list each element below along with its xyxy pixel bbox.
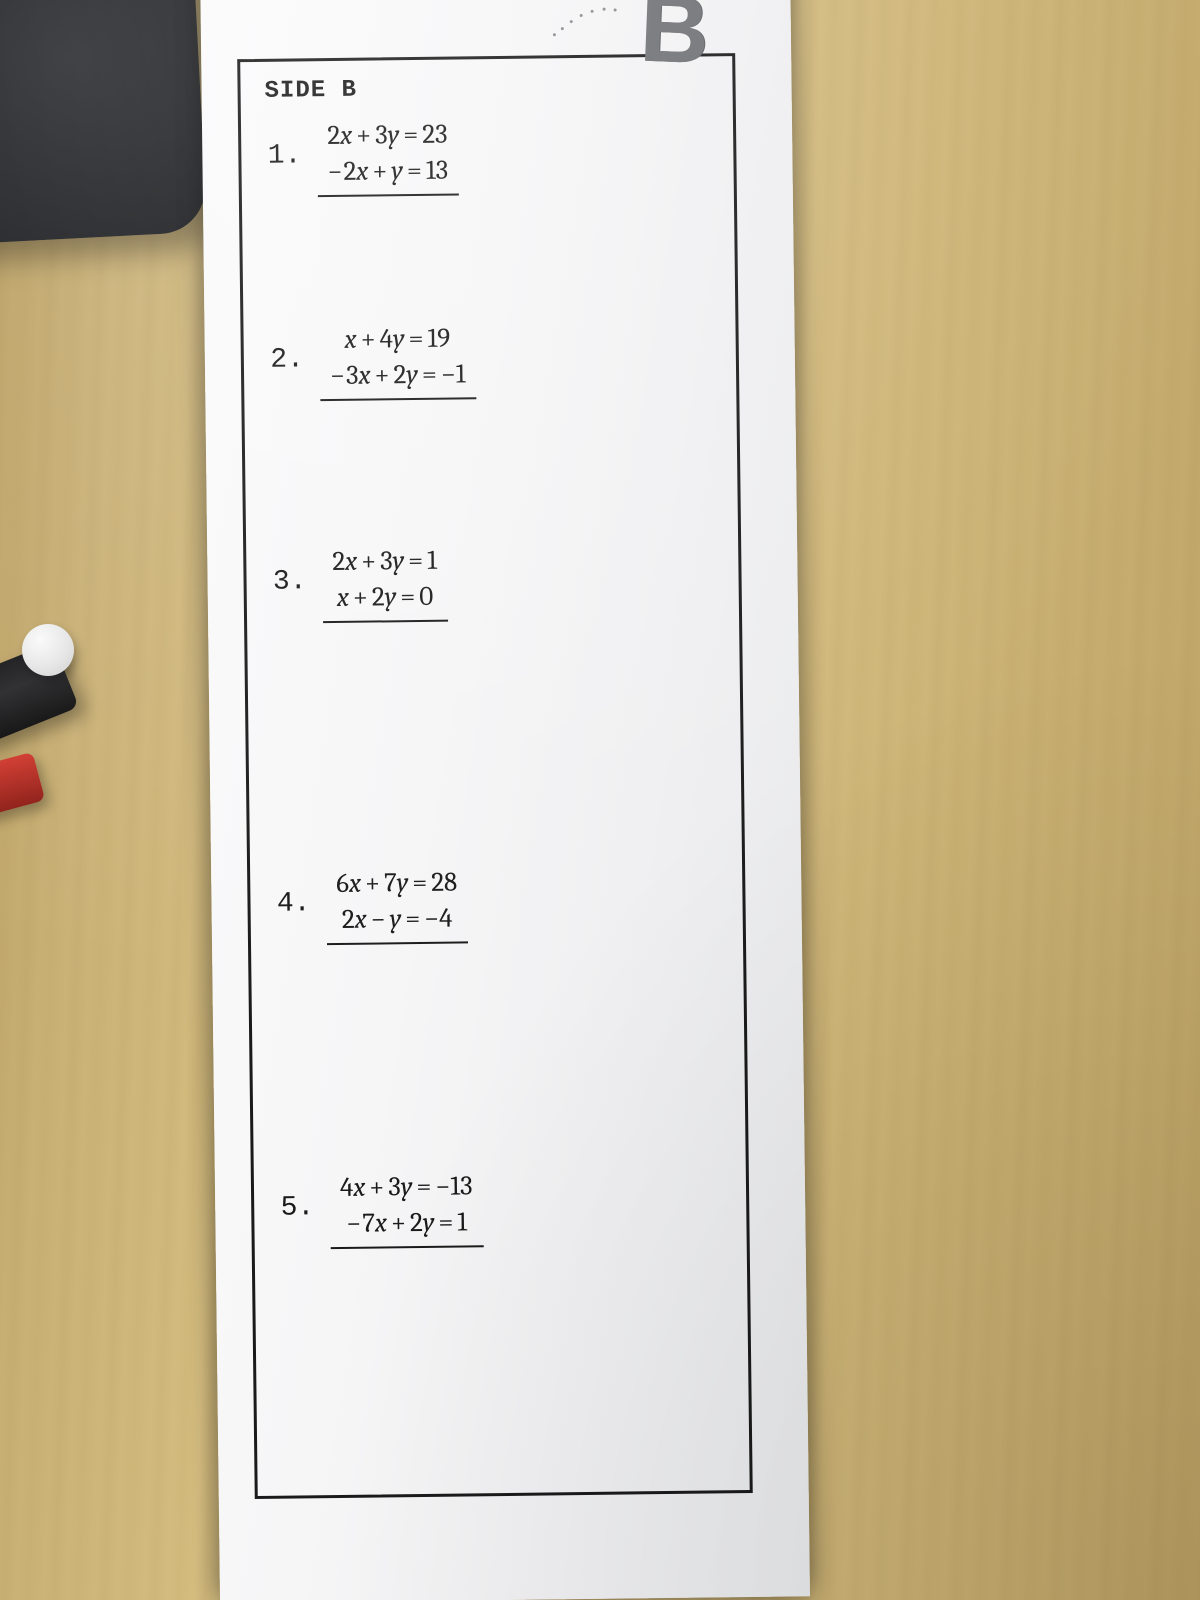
problem-1: 1. 2x+3y=23 −2x+y=13 bbox=[263, 113, 712, 197]
problem-list: 1. 2x+3y=23 −2x+y=13 2. x+4y=19 −3 bbox=[263, 113, 728, 1472]
prop-marker-tip bbox=[22, 624, 74, 676]
prop-tablet bbox=[0, 0, 208, 248]
equation-line: 2x−y=−4 bbox=[342, 901, 453, 939]
equation-line: 2x+3y=23 bbox=[327, 117, 447, 155]
equation-line: 2x+3y=1 bbox=[332, 543, 437, 581]
b-dotted-trail-icon bbox=[551, 2, 621, 43]
prop-red-cap bbox=[0, 752, 45, 818]
equation-system: 2x+3y=1 x+2y=0 bbox=[322, 543, 448, 623]
equation-line: x+2y=0 bbox=[337, 579, 434, 617]
problem-4: 4. 6x+7y=28 2x−y=−4 bbox=[272, 861, 721, 945]
worksheet-frame: SIDE B 1. 2x+3y=23 −2x+y=13 2. bbox=[237, 53, 753, 1499]
problem-5: 5. 4x+3y=−13 −7x+2y=1 bbox=[276, 1165, 725, 1249]
problem-number: 5. bbox=[276, 1170, 331, 1224]
problem-3: 3. 2x+3y=1 x+2y=0 bbox=[268, 539, 717, 623]
problem-number: 2. bbox=[265, 322, 320, 376]
problem-number: 4. bbox=[272, 866, 327, 920]
problem-number: 3. bbox=[268, 544, 323, 598]
equation-line: 4x+3y=−13 bbox=[340, 1168, 473, 1206]
letter-b-icon: B bbox=[638, 0, 707, 79]
equation-system: 4x+3y=−13 −7x+2y=1 bbox=[330, 1168, 484, 1249]
equation-line: −3x+2y=−1 bbox=[330, 357, 466, 395]
equation-system: 6x+7y=28 2x−y=−4 bbox=[326, 864, 468, 945]
desk-scene: B SIDE B 1. 2x+3y=23 −2x+y=13 2. bbox=[0, 0, 1200, 1600]
problem-2: 2. x+4y=19 −3x+2y=−1 bbox=[265, 317, 714, 401]
worksheet-paper: B SIDE B 1. 2x+3y=23 −2x+y=13 2. bbox=[200, 0, 810, 1600]
equation-system: 2x+3y=23 −2x+y=13 bbox=[317, 116, 459, 197]
equation-line: −2x+y=13 bbox=[327, 153, 448, 191]
equation-system: x+4y=19 −3x+2y=−1 bbox=[319, 320, 475, 401]
equation-line: −7x+2y=1 bbox=[346, 1205, 467, 1243]
problem-number: 1. bbox=[263, 118, 318, 172]
equation-line: 6x+7y=28 bbox=[336, 865, 457, 903]
equation-line: x+4y=19 bbox=[344, 321, 450, 359]
